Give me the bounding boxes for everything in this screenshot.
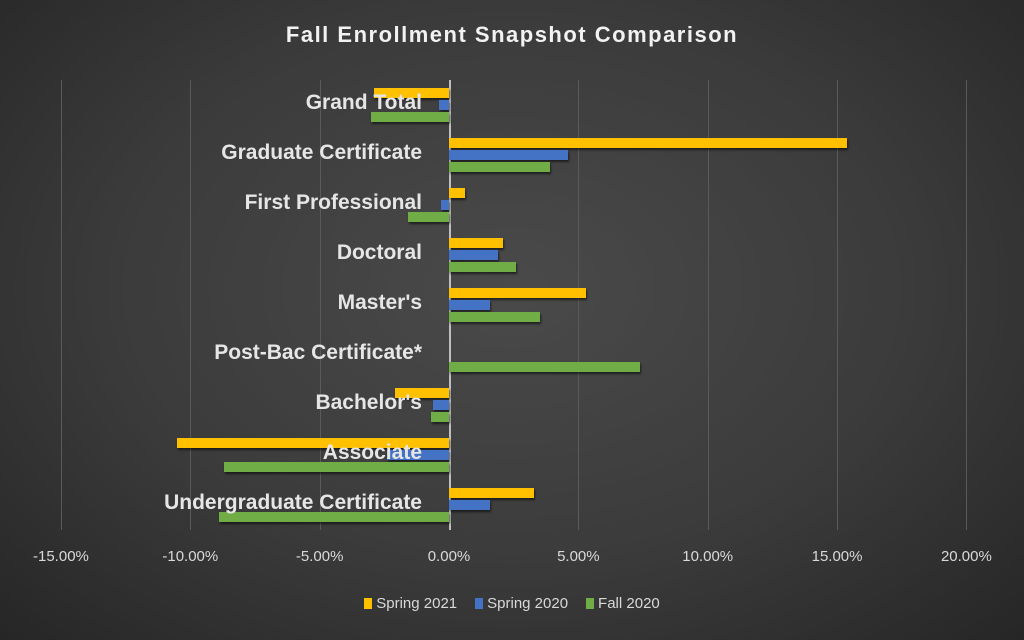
gridline xyxy=(190,80,192,530)
bar xyxy=(218,512,449,522)
gridline xyxy=(60,80,62,530)
category-label: Graduate Certificate xyxy=(221,141,422,164)
bar xyxy=(386,450,449,460)
gridline xyxy=(966,80,968,530)
bar xyxy=(449,300,491,310)
x-tick-label: 0.00% xyxy=(427,548,471,565)
bar xyxy=(438,100,449,110)
bar xyxy=(433,400,449,410)
bar xyxy=(449,288,587,298)
bar xyxy=(394,388,449,398)
bar xyxy=(449,488,535,498)
bar xyxy=(449,150,568,160)
bar xyxy=(441,200,449,210)
bar xyxy=(449,312,540,322)
gridline xyxy=(319,80,321,530)
legend-swatch-icon xyxy=(475,598,484,609)
bar xyxy=(371,112,449,122)
category-label: Doctoral xyxy=(336,241,422,264)
category-label: First Professional xyxy=(244,191,422,214)
x-tick-label: -15.00% xyxy=(33,548,89,565)
x-tick-label: 20.00% xyxy=(940,548,992,565)
bar xyxy=(373,88,449,98)
bar xyxy=(449,238,504,248)
x-tick-label: -5.00% xyxy=(295,548,344,565)
bar xyxy=(449,500,491,510)
bar xyxy=(223,462,449,472)
bar xyxy=(449,162,550,172)
legend-swatch-icon xyxy=(586,598,595,609)
bar xyxy=(407,212,449,222)
category-label: Master's xyxy=(337,291,422,314)
legend-item: Spring 2021 xyxy=(364,595,457,612)
x-tick-label: 15.00% xyxy=(811,548,863,565)
chart-title: Fall Enrollment Snapshot Comparison xyxy=(285,22,739,47)
legend-label: Spring 2020 xyxy=(487,595,569,612)
bar xyxy=(449,362,641,372)
legend-swatch-icon xyxy=(364,598,373,609)
legend-label: Fall 2020 xyxy=(598,595,660,612)
category-label: Bachelor's xyxy=(315,391,422,414)
bar xyxy=(449,250,499,260)
legend-item: Fall 2020 xyxy=(586,595,660,612)
legend-label: Spring 2021 xyxy=(376,595,458,612)
bar xyxy=(449,138,848,148)
legend-item: Spring 2020 xyxy=(475,595,568,612)
x-tick-label: 10.00% xyxy=(682,548,734,565)
category-label: Undergraduate Certificate xyxy=(164,491,422,514)
bar xyxy=(449,188,465,198)
gridline xyxy=(707,80,709,530)
category-label: Associate xyxy=(322,441,422,464)
x-tick-label: 5.00% xyxy=(557,548,600,565)
category-label: Post-Bac Certificate* xyxy=(214,341,422,364)
x-tick-label: -10.00% xyxy=(162,548,219,565)
bar xyxy=(430,412,449,422)
bar xyxy=(177,438,449,448)
gridline xyxy=(578,80,580,530)
category-label: Grand Total xyxy=(305,91,422,114)
gridline xyxy=(837,80,839,530)
bar xyxy=(449,262,517,272)
legend: Spring 2021 Spring 2020 Fall 2020 xyxy=(0,595,1024,612)
